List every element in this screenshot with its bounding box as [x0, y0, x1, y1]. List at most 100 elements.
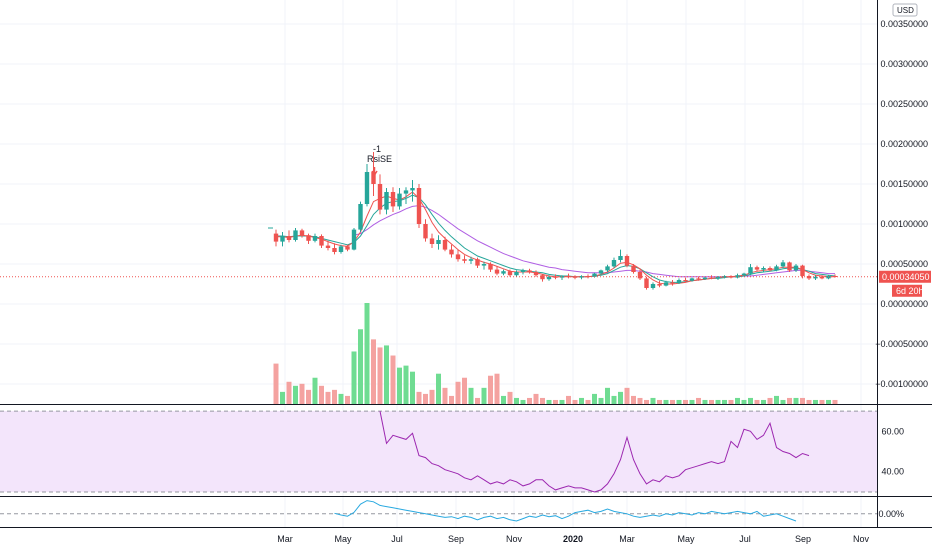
candle[interactable]: [325, 240, 331, 251]
candle[interactable]: [637, 269, 643, 280]
candle[interactable]: [787, 261, 792, 272]
candle[interactable]: [683, 277, 688, 283]
candle[interactable]: [462, 255, 467, 264]
candle[interactable]: [774, 264, 779, 272]
price-ticks: 0.00350000 0.00300000 0.00250000 0.00200000…: [875, 19, 928, 389]
candle[interactable]: [670, 280, 675, 286]
candle[interactable]: [286, 230, 292, 243]
candle[interactable]: [488, 262, 493, 272]
candle[interactable]: [546, 275, 552, 281]
candle[interactable]: [364, 164, 370, 207]
candle-body: [494, 269, 500, 274]
time-axis[interactable]: Mar May Jul Sep Nov 2020 Mar May Jul Sep Nov: [277, 534, 869, 544]
candle-body: [390, 192, 396, 207]
candle[interactable]: [663, 280, 669, 287]
candle[interactable]: [390, 187, 396, 212]
currency-badge[interactable]: [892, 3, 918, 17]
candle[interactable]: [527, 268, 532, 274]
candle-body: [371, 172, 376, 184]
candle[interactable]: [520, 268, 526, 275]
candle[interactable]: [689, 277, 695, 282]
candle[interactable]: [273, 229, 279, 247]
candle[interactable]: [767, 266, 773, 272]
price-axis[interactable]: USD 0.00350000 0.00300000 0.00250000 0.0020…: [875, 3, 931, 389]
candle[interactable]: [793, 264, 799, 272]
candle[interactable]: [468, 256, 474, 264]
candle[interactable]: [403, 187, 409, 204]
candle[interactable]: [696, 276, 701, 281]
candle[interactable]: [657, 280, 662, 288]
candle[interactable]: [384, 188, 389, 215]
candlesticks[interactable]: [268, 152, 838, 290]
candle-body: [280, 236, 285, 242]
candle[interactable]: [780, 260, 786, 268]
candle[interactable]: [319, 234, 324, 248]
candle[interactable]: [293, 228, 298, 242]
candle[interactable]: [566, 273, 571, 279]
volume-bar: [813, 399, 818, 404]
candle[interactable]: [722, 275, 727, 279]
candle[interactable]: [605, 264, 610, 272]
candle[interactable]: [735, 273, 740, 279]
price-tick-label: 0.00100000: [880, 219, 928, 229]
candle[interactable]: [416, 184, 422, 228]
rsi-line: [379, 411, 810, 493]
candle[interactable]: [754, 265, 760, 272]
candle-body: [358, 204, 363, 230]
candle[interactable]: [611, 257, 617, 268]
candle[interactable]: [494, 266, 500, 276]
candle[interactable]: [761, 266, 766, 272]
price-tick-label: 0.00000000: [880, 299, 928, 309]
osc-tick-label: 0.00%: [878, 509, 904, 519]
volume-bar: [351, 351, 357, 404]
candle[interactable]: [442, 236, 448, 252]
candle[interactable]: [741, 272, 747, 276]
candle[interactable]: [377, 174, 383, 215]
candle[interactable]: [579, 275, 584, 280]
candle[interactable]: [507, 269, 513, 277]
candle[interactable]: [429, 233, 435, 248]
candle[interactable]: [299, 228, 305, 238]
candle[interactable]: [423, 219, 428, 242]
candle[interactable]: [449, 244, 454, 258]
candle[interactable]: [533, 270, 539, 277]
candle[interactable]: [650, 282, 656, 290]
candle[interactable]: [397, 188, 402, 210]
candle[interactable]: [514, 270, 519, 277]
candle[interactable]: [280, 232, 285, 247]
candle[interactable]: [676, 278, 682, 284]
candle[interactable]: [644, 276, 649, 290]
candle[interactable]: [345, 244, 350, 252]
candle[interactable]: [800, 264, 805, 279]
candle[interactable]: [728, 275, 734, 279]
candle[interactable]: [455, 249, 461, 262]
candle[interactable]: [540, 274, 545, 282]
candle[interactable]: [598, 269, 604, 276]
candle[interactable]: [748, 264, 753, 276]
candle[interactable]: [806, 274, 812, 280]
candle[interactable]: [351, 228, 357, 251]
candle[interactable]: [436, 235, 441, 250]
candle[interactable]: [618, 249, 623, 263]
candle[interactable]: [702, 276, 708, 280]
candle[interactable]: [501, 269, 506, 276]
candle[interactable]: [631, 264, 636, 274]
candle[interactable]: [338, 244, 344, 254]
oscillator-pane: [0, 500, 877, 522]
volume-bar: [598, 397, 604, 404]
signal-annotation[interactable]: -1 RsiSE: [367, 144, 392, 177]
candle-body: [605, 266, 610, 271]
candle[interactable]: [306, 233, 311, 244]
candle[interactable]: [813, 275, 818, 280]
candle[interactable]: [475, 257, 480, 268]
candle-body: [748, 267, 753, 274]
candle[interactable]: [358, 201, 363, 232]
candle[interactable]: [481, 261, 487, 270]
candle[interactable]: [410, 180, 415, 202]
candle[interactable]: [332, 243, 337, 255]
candle-body: [468, 259, 474, 261]
candle[interactable]: [624, 254, 630, 268]
candle[interactable]: [572, 275, 578, 280]
candle[interactable]: [312, 233, 318, 243]
